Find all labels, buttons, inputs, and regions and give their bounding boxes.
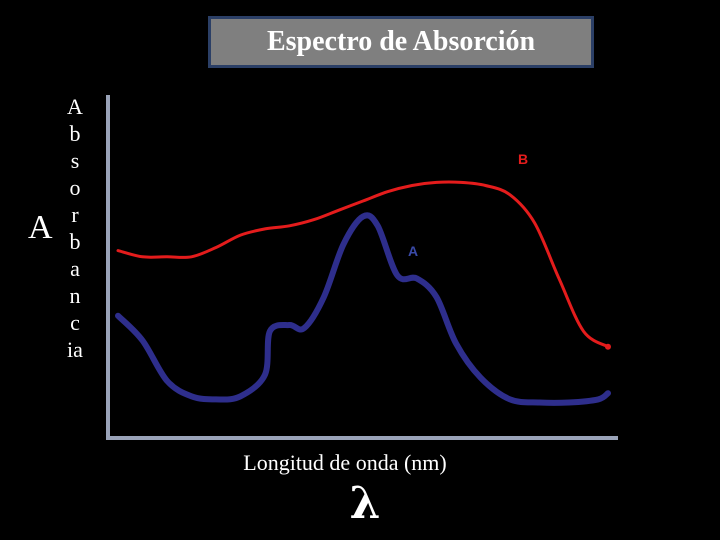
y-axis-letter: s — [70, 148, 80, 173]
y-axis-label: A b s o r b a n c ia — [60, 93, 90, 363]
series-label-A: A — [408, 243, 418, 259]
y-axis-letter: a — [70, 256, 80, 281]
series-line-B — [116, 180, 610, 349]
y-axis-letter: b — [69, 121, 81, 146]
y-axis-letter: c — [70, 310, 80, 335]
y-axis-letter: b — [69, 229, 81, 254]
series-line-A — [115, 212, 611, 406]
y-axis-letter: o — [69, 175, 81, 200]
series-layer: BA — [115, 151, 611, 406]
y-axis-letter: A — [67, 94, 83, 119]
y-axis-letter: n — [69, 283, 81, 308]
x-axis-label: Longitud de onda (nm) — [243, 450, 447, 475]
x-axis-symbol: λ — [349, 478, 381, 529]
y-axis-letter: r — [71, 202, 79, 227]
y-axis-letter: ia — [67, 337, 83, 362]
series-end-point-B — [605, 343, 611, 350]
chart-title: Espectro de Absorción — [266, 26, 536, 57]
chart-title-box: Espectro de Absorción — [208, 16, 594, 68]
series-label-B: B — [518, 151, 528, 167]
y-axis-symbol: A — [28, 209, 53, 246]
